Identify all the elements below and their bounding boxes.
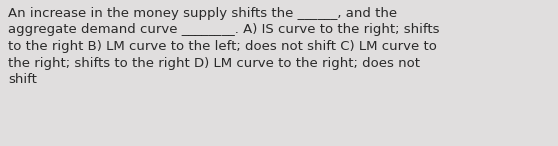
Text: An increase in the money supply shifts the ______, and the
aggregate demand curv: An increase in the money supply shifts t… (8, 7, 440, 86)
